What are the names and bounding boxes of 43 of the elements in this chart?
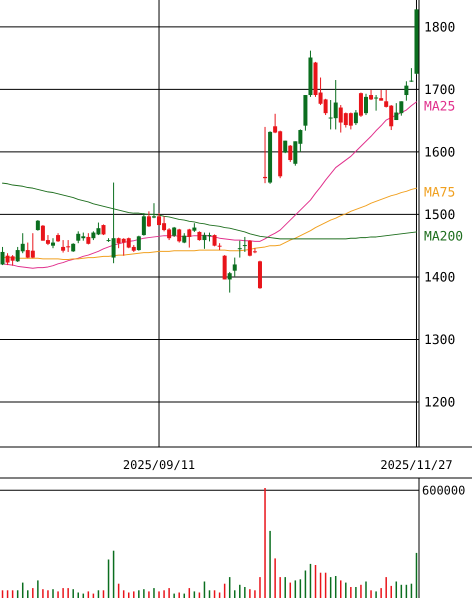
candlestick xyxy=(0,246,5,266)
candlestick xyxy=(242,236,247,252)
candlestick xyxy=(36,220,40,232)
candlestick xyxy=(86,232,90,245)
candlestick xyxy=(51,238,56,249)
x-tick-label: 2025/11/27 xyxy=(380,458,453,472)
x-tick-label: 2025/09/11 xyxy=(122,458,196,472)
candlestick xyxy=(177,228,182,244)
candlestick xyxy=(404,80,408,102)
y-tick-label: 1400 xyxy=(424,270,456,286)
candlestick xyxy=(146,210,151,228)
candlestick xyxy=(197,230,202,242)
y-tick-label: 1800 xyxy=(424,20,456,36)
candlestick xyxy=(374,94,378,112)
line-series xyxy=(2,182,417,240)
candlestick xyxy=(409,68,414,82)
y-tick-label: 1200 xyxy=(424,396,456,411)
candlestick xyxy=(172,226,176,238)
candlestick xyxy=(212,234,217,247)
line-series xyxy=(2,101,417,269)
candlestick xyxy=(136,235,141,252)
y-tick-label: 1600 xyxy=(424,145,456,160)
y-tick-label: 1700 xyxy=(424,82,456,98)
candlestick xyxy=(142,212,146,236)
series-label: MA75 xyxy=(424,186,456,201)
candlestick xyxy=(222,254,227,280)
candlestick xyxy=(182,232,186,244)
candlestick xyxy=(232,257,237,277)
y-tick-label: 1500 xyxy=(424,208,456,223)
candlestick xyxy=(228,271,232,294)
candlestick xyxy=(238,240,242,258)
candlestick xyxy=(288,144,292,162)
candlestick xyxy=(101,224,106,236)
series-label: MA200 xyxy=(424,229,464,244)
text: 600000 xyxy=(422,483,466,498)
candlestick xyxy=(369,90,374,101)
series-label: MA25 xyxy=(424,99,456,114)
candlestick xyxy=(358,92,363,118)
candlestick xyxy=(283,140,288,154)
candlestick xyxy=(364,93,368,116)
y-tick-label: 1300 xyxy=(424,333,456,348)
candlestick xyxy=(187,228,192,248)
candlestick xyxy=(354,110,358,126)
